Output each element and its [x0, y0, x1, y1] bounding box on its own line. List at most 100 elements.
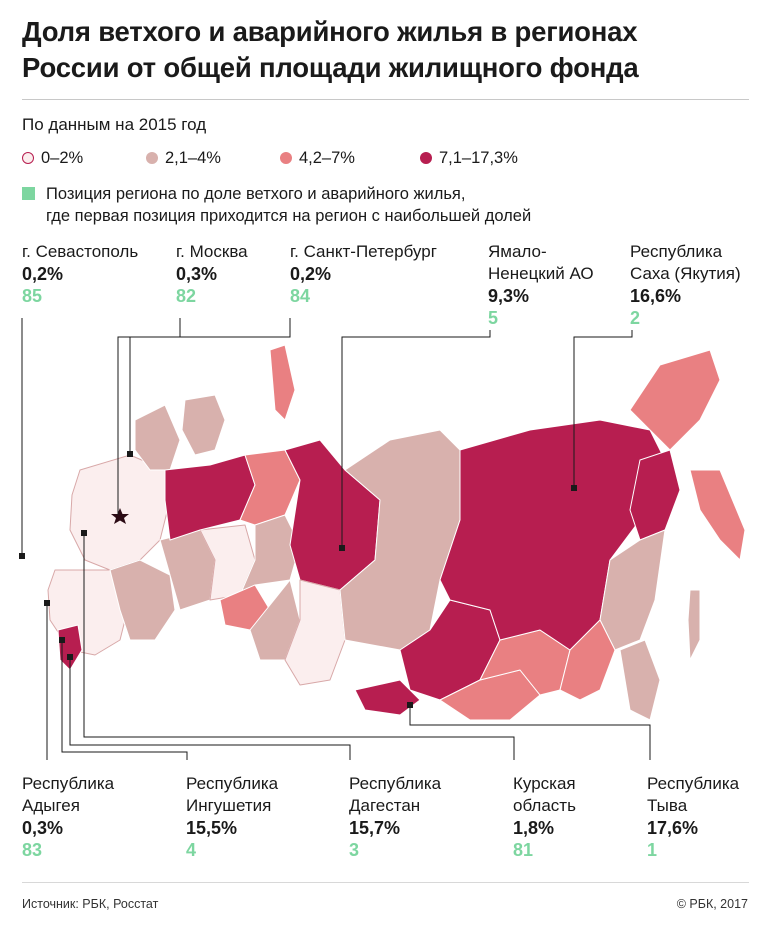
- legend-swatch-bin3: [280, 152, 292, 164]
- marker-moscow: [127, 451, 133, 457]
- region-kamchatka: [689, 469, 746, 561]
- callout-value: 0,3%: [176, 264, 218, 284]
- callout-rank: 1: [647, 840, 658, 860]
- region-kola: [181, 394, 226, 456]
- title-divider: [22, 99, 749, 100]
- legend-item-0-2: 0–2%: [22, 148, 83, 168]
- callout-name: г. Москва: [176, 242, 248, 261]
- callout-value: 17,6%: [647, 818, 699, 838]
- callout-tyva: Республика Тыва 17,6% 1: [647, 773, 739, 861]
- region-primorye: [619, 639, 661, 721]
- callout-rank: 82: [176, 286, 197, 306]
- callout-name-2: Ингушетия: [186, 796, 272, 815]
- legend-swatch-bin1: [22, 152, 34, 164]
- callout-rank: 2: [630, 308, 641, 328]
- region-north-caucasus: [57, 624, 83, 671]
- chart-title: Доля ветхого и аварийного жилья в регион…: [22, 14, 752, 86]
- callout-value: 0,3%: [22, 818, 64, 838]
- callout-name-2: Саха (Якутия): [630, 264, 741, 283]
- footer-divider: [22, 882, 749, 883]
- region-novaya-zemlya: [269, 344, 296, 421]
- callout-value: 16,6%: [630, 286, 682, 306]
- marker-sevastopol: [19, 553, 25, 559]
- callout-value: 0,2%: [22, 264, 64, 284]
- callout-value: 15,5%: [186, 818, 238, 838]
- callout-value: 0,2%: [290, 264, 332, 284]
- rank-note: Позиция региона по доле ветхого и аварий…: [22, 183, 622, 227]
- legend-label: 2,1–4%: [165, 148, 221, 167]
- region-ural-a: [239, 514, 301, 596]
- callout-name-2: Дагестан: [349, 796, 421, 815]
- callout-name: г. Севастополь: [22, 242, 139, 261]
- callout-rank: 4: [186, 840, 197, 860]
- callout-name: Республика: [647, 774, 740, 793]
- callout-rank: 5: [488, 308, 499, 328]
- marker-adygea: [44, 600, 50, 606]
- leader-kursk: [83, 533, 515, 760]
- marker-yamal: [339, 545, 345, 551]
- callout-value: 15,7%: [349, 818, 401, 838]
- callout-rank: 84: [290, 286, 311, 306]
- leader-ingushetia: [61, 640, 188, 760]
- callout-value: 1,8%: [513, 818, 555, 838]
- callout-sevastopol: г. Севастополь 0,2% 85: [22, 241, 138, 307]
- callout-rank: 85: [22, 286, 43, 306]
- callout-kursk: Курская область 1,8% 81: [513, 773, 576, 861]
- callout-rank: 81: [513, 840, 534, 860]
- callout-ingushetia: Республика Ингушетия 15,5% 4: [186, 773, 278, 861]
- marker-tyva: [407, 702, 413, 708]
- marker-kursk: [81, 530, 87, 536]
- legend-item-2-4: 2,1–4%: [146, 148, 221, 168]
- callout-rank: 3: [349, 840, 360, 860]
- callout-name: Республика: [630, 242, 723, 261]
- legend-swatch-bin4: [420, 152, 432, 164]
- callout-name: г. Санкт-Петербург: [290, 242, 437, 261]
- legend-swatch-bin2: [146, 152, 158, 164]
- callout-yamal: Ямало- Ненецкий АО 9,3% 5: [488, 241, 594, 329]
- callout-name-2: область: [513, 796, 576, 815]
- legend-item-4-7: 4,2–7%: [280, 148, 355, 168]
- callout-name: Республика: [349, 774, 442, 793]
- legend-label: 7,1–17,3%: [439, 148, 518, 167]
- callout-rank: 83: [22, 840, 43, 860]
- callout-yakutia: Республика Саха (Якутия) 16,6% 2: [630, 241, 741, 329]
- legend-item-7-17: 7,1–17,3%: [420, 148, 518, 168]
- region-sakhalin: [687, 589, 701, 661]
- callout-name: Курская: [513, 774, 576, 793]
- callout-value: 9,3%: [488, 286, 530, 306]
- leader-yamal: [341, 330, 491, 548]
- leader-spb: [117, 318, 291, 515]
- callout-dagestan: Республика Дагестан 15,7% 3: [349, 773, 441, 861]
- source-note: Источник: РБК, Росстат: [22, 897, 159, 911]
- region-west-mid: [109, 559, 176, 641]
- rank-swatch: [22, 187, 35, 200]
- legend-label: 0–2%: [41, 148, 84, 167]
- marker-ingushetia: [59, 637, 65, 643]
- title-line-1: Доля ветхого и аварийного жилья в регион…: [22, 16, 638, 47]
- callout-moscow: г. Москва 0,3% 82: [176, 241, 248, 307]
- callout-spb: г. Санкт-Петербург 0,2% 84: [290, 241, 437, 307]
- leader-tyva: [409, 705, 651, 760]
- marker-dagestan: [67, 654, 73, 660]
- moscow-star-icon: [111, 508, 129, 524]
- rank-note-line-2: где первая позиция приходится на регион …: [46, 207, 532, 225]
- region-chukotka: [629, 349, 721, 451]
- callout-name-2: Адыгея: [22, 796, 80, 815]
- region-amur: [559, 619, 616, 701]
- rank-note-line-1: Позиция региона по доле ветхого и аварий…: [46, 185, 466, 203]
- copyright: © РБК, 2017: [676, 897, 748, 911]
- leader-dagestan: [69, 657, 351, 760]
- leader-yakutia: [573, 330, 633, 488]
- callout-name-2: Тыва: [647, 796, 688, 815]
- callout-name: Ямало-: [488, 242, 547, 261]
- callout-name-2: Ненецкий АО: [488, 264, 594, 283]
- legend-label: 4,2–7%: [299, 148, 355, 167]
- marker-yakutia: [571, 485, 577, 491]
- subtitle: По данным на 2015 год: [22, 115, 207, 134]
- callout-adygea: Республика Адыгея 0,3% 83: [22, 773, 114, 861]
- callout-name: Республика: [186, 774, 279, 793]
- callout-name: Республика: [22, 774, 115, 793]
- title-line-2: России от общей площади жилищного фонда: [22, 52, 639, 83]
- region-khabarovsk: [599, 529, 666, 651]
